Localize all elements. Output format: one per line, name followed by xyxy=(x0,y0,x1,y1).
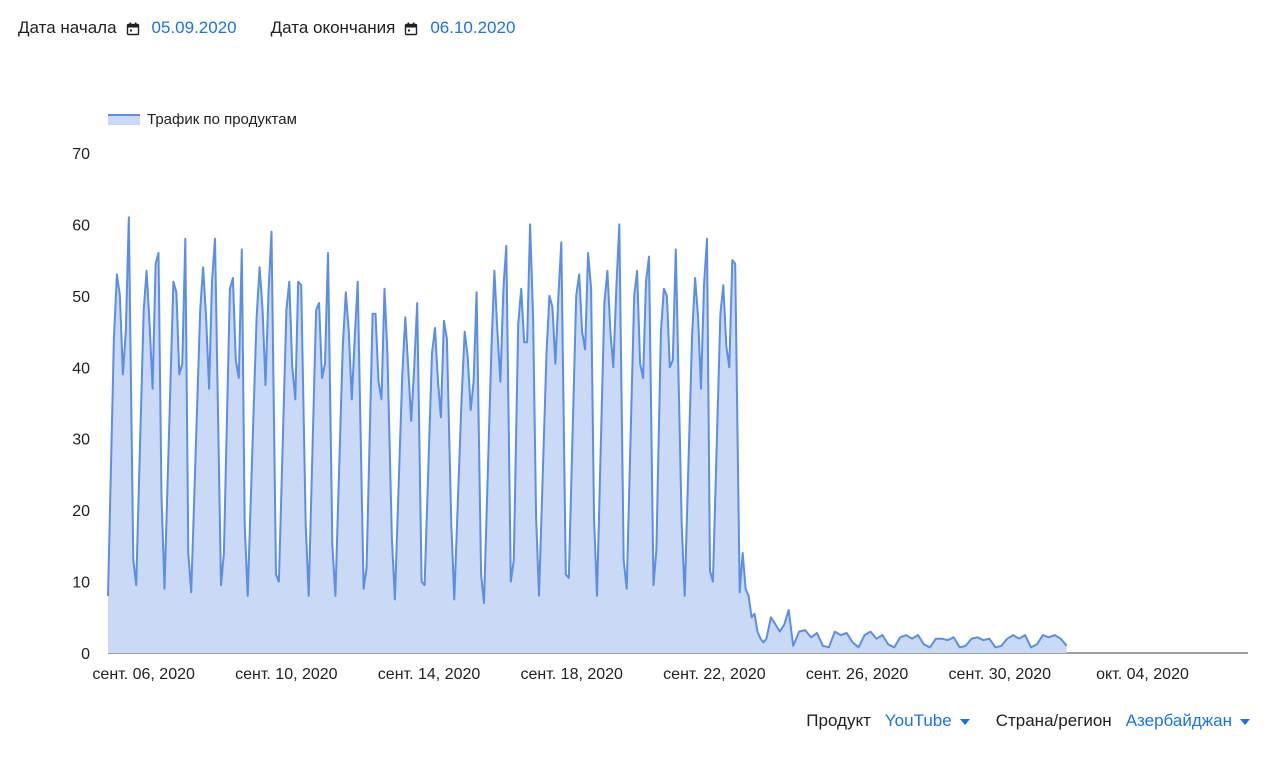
date-range-bar: Дата начала 05.09.2020 Дата окончания 06… xyxy=(18,18,549,38)
x-tick-label: сент. 30, 2020 xyxy=(949,666,1052,683)
y-tick-label: 70 xyxy=(72,146,90,163)
y-tick-label: 0 xyxy=(81,646,90,663)
y-tick-label: 60 xyxy=(72,217,90,234)
series-line xyxy=(107,216,1068,649)
start-date-label: Дата начала xyxy=(18,18,117,37)
y-tick-label: 30 xyxy=(72,432,90,449)
region-filter-label: Страна/регион xyxy=(995,711,1112,730)
legend-label: Трафик по продуктам xyxy=(147,111,297,128)
y-tick-label: 10 xyxy=(72,575,90,592)
start-date-value[interactable]: 05.09.2020 xyxy=(151,18,237,37)
x-tick-label: сент. 18, 2020 xyxy=(520,666,623,683)
product-filter-value[interactable]: YouTube xyxy=(884,711,952,730)
end-date-value[interactable]: 06.10.2020 xyxy=(430,18,516,37)
calendar-icon[interactable] xyxy=(404,21,418,36)
y-tick-label: 50 xyxy=(72,289,90,306)
x-tick-label: сент. 10, 2020 xyxy=(235,666,338,683)
traffic-chart: 0 10 20 30 40 50 60 70 сент. 06, 2020 сент. 10, 2… xyxy=(72,111,1248,683)
x-tick-label: сент. 06, 2020 xyxy=(92,666,195,683)
x-tick-label: сент. 14, 2020 xyxy=(378,666,481,683)
calendar-icon[interactable] xyxy=(126,21,140,36)
product-filter-label: Продукт xyxy=(806,711,871,730)
y-tick-label: 20 xyxy=(72,503,90,520)
end-date-label: Дата окончания xyxy=(270,18,396,37)
y-tick-label: 40 xyxy=(72,360,90,377)
region-filter-value[interactable]: Азербайджан xyxy=(1125,711,1232,730)
x-tick-label: окт. 04, 2020 xyxy=(1096,666,1189,683)
chevron-down-icon[interactable] xyxy=(959,719,970,725)
legend-swatch xyxy=(108,115,140,125)
end-date-control[interactable]: Дата окончания 06.10.2020 xyxy=(271,18,516,38)
chevron-down-icon[interactable] xyxy=(1240,719,1250,725)
x-tick-label: сент. 22, 2020 xyxy=(663,666,766,683)
filter-bar: Продукт YouTube Страна/регион Азербайджа… xyxy=(806,711,1250,731)
start-date-control[interactable]: Дата начала 05.09.2020 xyxy=(18,18,237,38)
x-tick-label: сент. 26, 2020 xyxy=(806,666,909,683)
